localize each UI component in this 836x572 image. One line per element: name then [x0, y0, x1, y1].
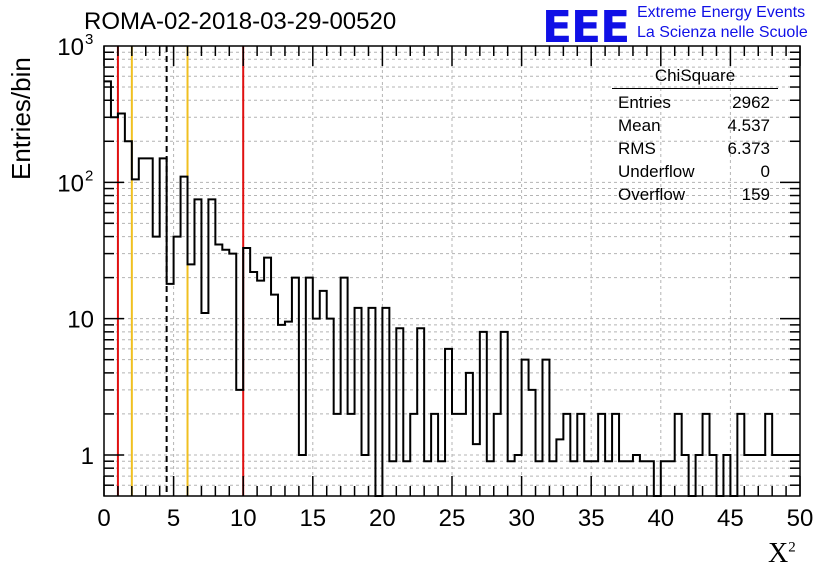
x-tick-label: 10 — [230, 505, 257, 532]
logo-subtitle-2: La Scienza nelle Scuole — [637, 24, 808, 41]
y-tick-exponent: 2 — [85, 167, 93, 184]
x-tick-label: 5 — [167, 505, 180, 532]
y-tick-label: 10 — [67, 307, 94, 334]
x-tick-label: 45 — [717, 505, 744, 532]
x-axis-label: X2 — [768, 538, 796, 569]
stats-title: ChiSquare — [612, 66, 778, 89]
x-tick-label: 15 — [299, 505, 326, 532]
eee-logo: EEE — [542, 2, 630, 53]
x-tick-label: 50 — [787, 505, 814, 532]
stats-row: Underflow 0 — [618, 162, 770, 181]
stats-row: RMS 6.373 — [618, 139, 770, 158]
stats-row: Mean 4.537 — [618, 116, 770, 135]
stats-row: Entries 2962 — [618, 93, 770, 112]
y-tick-label: 1 — [81, 443, 94, 470]
x-tick-label: 20 — [369, 505, 396, 532]
y-tick-label: 10 — [57, 170, 84, 197]
x-tick-label: 0 — [97, 505, 110, 532]
x-tick-label: 25 — [439, 505, 466, 532]
stats-box: ChiSquare Entries 2962 Mean 4.537 RMS 6.373… — [612, 66, 778, 206]
threshold-lines — [116, 46, 245, 496]
stats-row: Overflow 159 — [618, 185, 770, 204]
chart-title: ROMA-02-2018-03-29-00520 — [84, 8, 397, 35]
histogram-series — [104, 80, 800, 497]
y-tick-exponent: 3 — [85, 31, 93, 48]
x-tick-label: 40 — [647, 505, 674, 532]
x-tick-label: 30 — [508, 505, 535, 532]
y-axis-label: Entries/bin — [6, 57, 36, 180]
x-tick-label: 35 — [578, 505, 605, 532]
logo-subtitle-1: Extreme Energy Events — [637, 4, 806, 21]
y-tick-label: 10 — [57, 34, 84, 61]
